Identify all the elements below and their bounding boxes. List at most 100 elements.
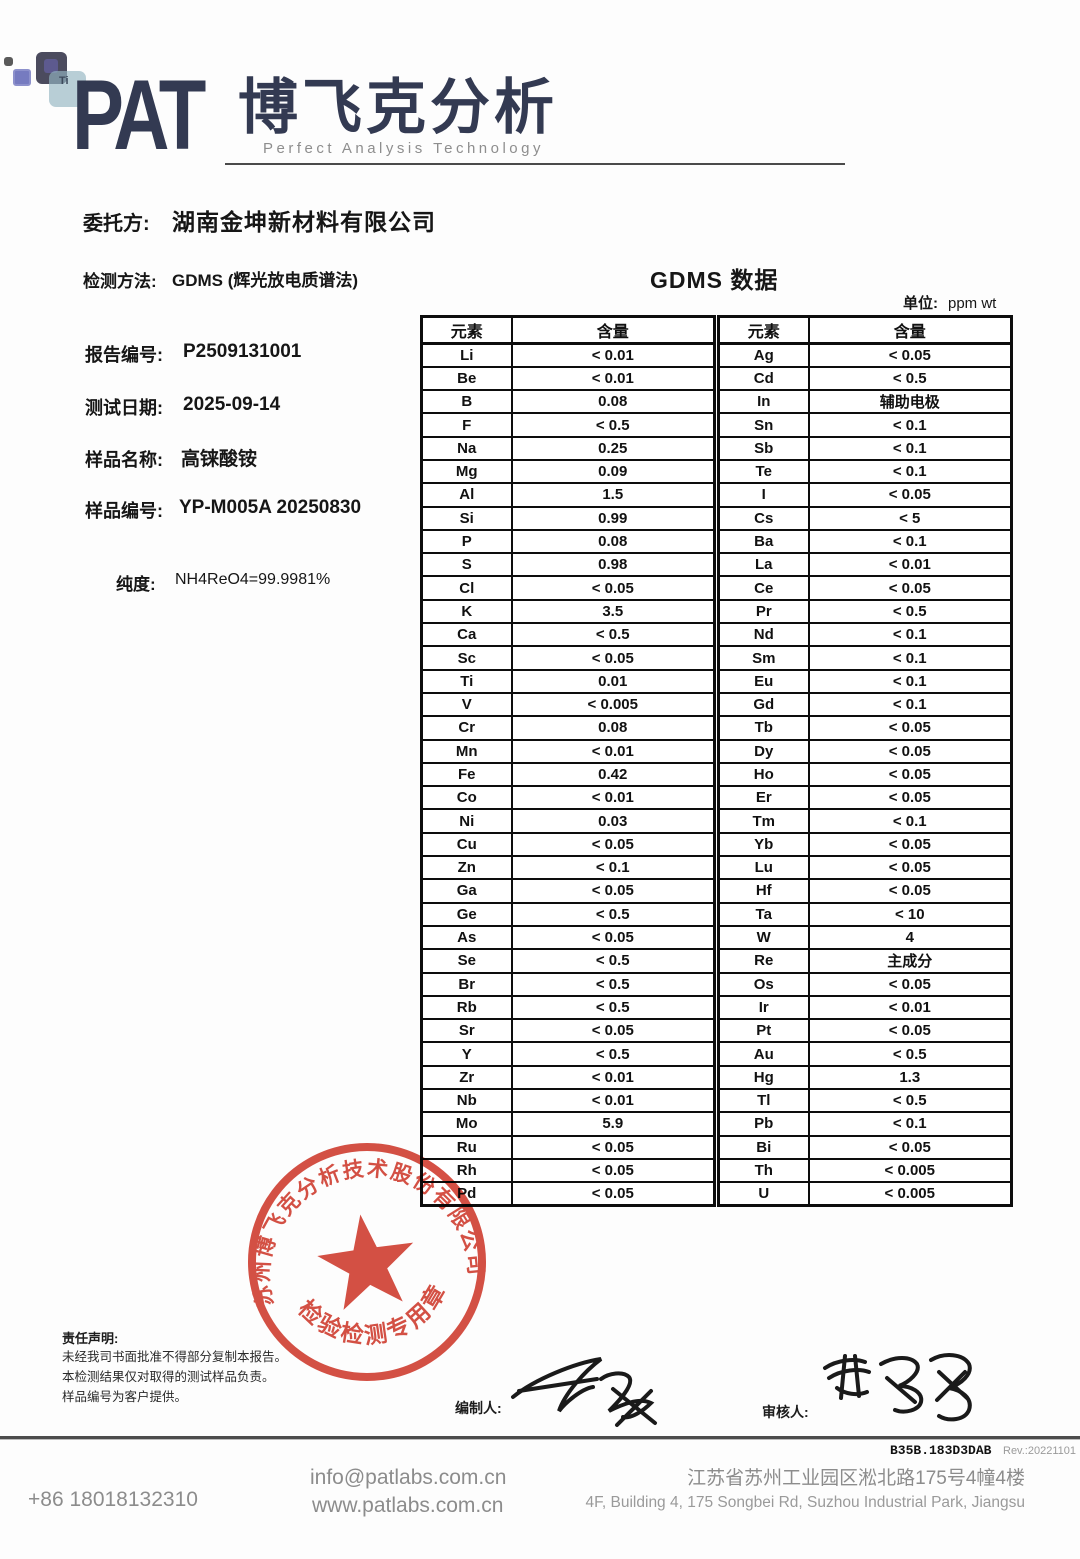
table-row: Al 1.5 [420, 482, 716, 508]
element-symbol: Au [717, 1041, 810, 1067]
table-row: La < 0.01 [717, 552, 1013, 578]
element-table-left: 元素 含量 Li < 0.01 Be < 0.01 B 0.08 F < 0.5 Na 0.25 M… [420, 315, 716, 1207]
element-content: 0.99 [510, 505, 716, 531]
element-content: < 0.05 [807, 1018, 1013, 1044]
element-content: < 0.5 [807, 1087, 1013, 1114]
table-row: Ag < 0.05 [717, 342, 1013, 368]
unit-row: 单位: ppm wt [903, 292, 996, 313]
table-row: Er < 0.05 [717, 785, 1013, 811]
test-date-label: 测试日期: [85, 398, 163, 418]
footer-address-en: 4F, Building 4, 175 Songbei Rd, Suzhou I… [585, 1494, 1025, 1511]
element-content: 0.01 [510, 668, 716, 694]
footer-address-cn: 江苏省苏州工业园区淞北路175号4幢4楼 [687, 1468, 1025, 1489]
table-row: Au < 0.5 [717, 1041, 1013, 1067]
table-row: Pt < 0.05 [717, 1018, 1013, 1044]
table-row: Si 0.99 [420, 505, 716, 531]
table-row: Ca < 0.5 [420, 622, 716, 648]
data-section-title: GDMS 数据 [650, 267, 779, 293]
client-name: 湖南金坤新材料有限公司 [172, 209, 436, 235]
element-symbol: Ni [420, 808, 513, 834]
element-symbol: La [717, 552, 810, 578]
element-symbol: Cd [717, 365, 810, 392]
table-row: Ir < 0.01 [717, 994, 1013, 1021]
table-row: S 0.98 [420, 552, 716, 578]
element-symbol: Cu [420, 831, 513, 858]
logo-tile-label: Ti [59, 75, 69, 87]
element-symbol: Ir [717, 994, 810, 1021]
element-symbol: Be [420, 365, 513, 392]
element-symbol: Ag [717, 342, 810, 368]
table-row: Zr < 0.01 [420, 1064, 716, 1091]
element-symbol: Ti [420, 668, 513, 694]
report-no-value: P2509131001 [183, 341, 302, 362]
logo-acronym: PAT [72, 59, 206, 172]
table-row: Be < 0.01 [420, 365, 716, 392]
table-row: P 0.08 [420, 528, 716, 555]
table-row: Bi < 0.05 [717, 1134, 1013, 1160]
logo-square-inner-purple [44, 59, 58, 73]
element-content: < 0.05 [807, 855, 1013, 881]
logo-tile-ti: Ti [49, 71, 86, 107]
element-content: < 0.05 [807, 738, 1013, 764]
element-content: < 0.05 [510, 1181, 716, 1207]
document-code: B35B.183D3DAB [890, 1443, 992, 1458]
table-row: Br < 0.5 [420, 971, 716, 997]
element-symbol: Pr [717, 598, 810, 625]
unit-label: 单位: [903, 295, 938, 312]
element-symbol: Te [717, 458, 810, 485]
element-symbol: Tm [717, 808, 810, 834]
element-content: < 0.05 [807, 831, 1013, 858]
element-symbol: Co [420, 785, 513, 811]
table-row: Cl < 0.05 [420, 575, 716, 601]
element-content: 0.42 [510, 761, 716, 788]
table-row: Pb < 0.1 [717, 1111, 1013, 1137]
disclaimer-line: 未经我司书面批准不得部分复制本报告。 [62, 1350, 288, 1364]
element-symbol: P [420, 528, 513, 555]
element-content: < 0.05 [807, 1134, 1013, 1160]
reviewer-signature [823, 1353, 972, 1422]
content-column-header: 含量 [807, 315, 1013, 345]
table-row: Zn < 0.1 [420, 855, 716, 881]
element-symbol: Lu [717, 855, 810, 881]
element-content: < 0.5 [807, 365, 1013, 392]
element-content: < 0.05 [807, 482, 1013, 508]
table-row: Lu < 0.05 [717, 855, 1013, 881]
table-row: Dy < 0.05 [717, 738, 1013, 764]
disclaimer-title: 责任声明: [62, 1331, 119, 1346]
element-content: 辅助电极 [807, 389, 1013, 415]
element-symbol: Eu [717, 668, 810, 694]
element-content: < 0.005 [807, 1181, 1013, 1207]
footer-email: info@patlabs.com.cn [310, 1466, 507, 1489]
element-content: < 0.5 [807, 598, 1013, 625]
element-symbol: Gd [717, 691, 810, 718]
table-row: Eu < 0.1 [717, 668, 1013, 694]
element-symbol: Br [420, 971, 513, 997]
element-symbol: Er [717, 785, 810, 811]
reviewer-label: 审核人: [762, 1404, 809, 1420]
element-symbol: Si [420, 505, 513, 531]
element-content: < 0.05 [510, 575, 716, 601]
footer-phone: +86 18018132310 [28, 1488, 198, 1511]
element-content: < 0.05 [807, 971, 1013, 997]
table-row: F < 0.5 [420, 412, 716, 438]
element-symbol: Pt [717, 1018, 810, 1044]
element-symbol: Ta [717, 901, 810, 927]
element-symbol: Li [420, 342, 513, 368]
stamp-bottom-text: 检验检测专用章 [291, 1275, 458, 1358]
element-content: < 0.005 [807, 1157, 1013, 1184]
element-symbol: Fe [420, 761, 513, 788]
element-symbol: Y [420, 1041, 513, 1067]
table-row: Ni 0.03 [420, 808, 716, 834]
element-content: < 0.5 [510, 948, 716, 974]
element-content: 0.25 [510, 435, 716, 461]
disclaimer-line: 样品编号为客户提供。 [62, 1390, 188, 1404]
table-row: Hf < 0.05 [717, 878, 1013, 904]
table-row: I < 0.05 [717, 482, 1013, 508]
sample-name-value: 高铼酸铵 [181, 449, 258, 470]
preparer-label: 编制人: [455, 1400, 502, 1416]
element-symbol: K [420, 598, 513, 625]
element-symbol: Ru [420, 1134, 513, 1160]
element-symbol: Rb [420, 994, 513, 1021]
element-column-header: 元素 [420, 315, 513, 345]
document-revision: Rev.:20221101 [1003, 1445, 1076, 1457]
